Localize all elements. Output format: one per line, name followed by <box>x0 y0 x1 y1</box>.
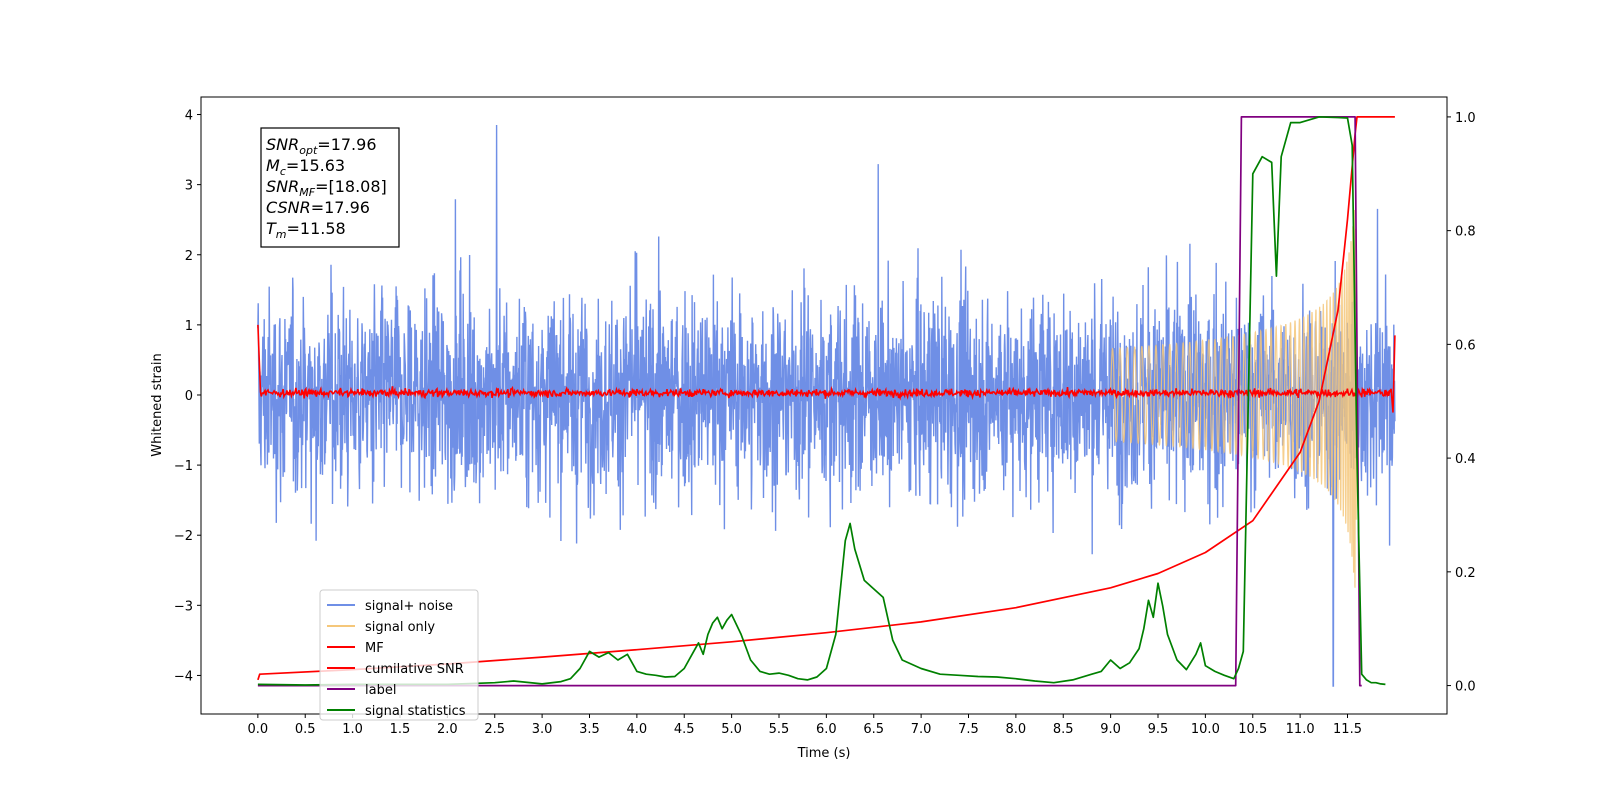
y-right-tick-label: 0.8 <box>1455 225 1476 240</box>
y-tick-label: 0 <box>185 389 193 404</box>
x-tick-label: 1.0 <box>342 722 363 737</box>
legend-label: label <box>365 683 396 698</box>
x-tick-label: 6.5 <box>863 722 884 737</box>
x-tick-label: 10.0 <box>1191 722 1220 737</box>
y-tick-label: 1 <box>185 319 193 334</box>
x-tick-label: 3.0 <box>532 722 553 737</box>
y-right-tick-label: 0.6 <box>1455 338 1476 353</box>
x-tick-label: 0.0 <box>248 722 269 737</box>
y-right-tick-label: 0.2 <box>1455 566 1476 581</box>
legend-label: signal only <box>365 620 435 635</box>
x-tick-label: 11.5 <box>1333 722 1362 737</box>
y-axis-right: 1.0 0.8 0.6 0.4 0.2 0.0 <box>1447 111 1476 695</box>
y-tick-label: 4 <box>185 109 193 124</box>
legend-frame <box>319 589 479 721</box>
info-line: CSNR=17.96 <box>266 198 370 217</box>
legend-label: signal+ noise <box>365 599 453 614</box>
info-box-frame <box>260 127 400 248</box>
y-tick-label: −2 <box>174 529 193 544</box>
x-tick-label: 0.5 <box>295 722 316 737</box>
x-axis-label: Time (s) <box>797 746 851 761</box>
y-tick-label: −1 <box>174 459 193 474</box>
info-box: SNRopt=17.96Mc=15.63SNRMF=[18.08]CSNR=17… <box>260 127 400 248</box>
x-tick-label: 4.0 <box>627 722 648 737</box>
legend-label: MF <box>365 641 384 656</box>
y-right-tick-label: 0.4 <box>1455 452 1476 467</box>
y-tick-label: 3 <box>185 179 193 194</box>
legend: signal+ noise signal only MF cumilative SNR… <box>319 589 479 721</box>
x-tick-label: 10.5 <box>1238 722 1267 737</box>
x-tick-label: 6.0 <box>816 722 837 737</box>
series-label <box>257 116 1362 687</box>
x-tick-label: 9.0 <box>1100 722 1121 737</box>
legend-label: signal statistics <box>365 704 466 719</box>
series-layer <box>257 116 1396 687</box>
y-tick-label: −4 <box>174 669 193 684</box>
x-tick-label: 5.5 <box>769 722 790 737</box>
series-signal-only <box>1110 209 1358 588</box>
x-tick-label: 8.5 <box>1053 722 1074 737</box>
x-tick-label: 11.0 <box>1286 722 1315 737</box>
series-signal-noise <box>257 124 1396 687</box>
y-axis-label: Whitened strain <box>150 353 165 456</box>
y-right-tick-label: 0.0 <box>1455 680 1476 695</box>
info-line: SNRopt=17.96 <box>266 135 377 157</box>
plot-frame <box>200 96 1448 715</box>
x-tick-label: 7.0 <box>911 722 932 737</box>
series-signal-statistics <box>257 116 1386 686</box>
series-cumulative-snr <box>257 116 1395 681</box>
x-tick-label: 3.5 <box>579 722 600 737</box>
series-mf <box>257 324 1396 413</box>
x-tick-label: 7.5 <box>958 722 979 737</box>
info-line: Tm=11.58 <box>266 219 346 241</box>
y-tick-label: −3 <box>174 599 193 614</box>
x-axis: 0.0 0.5 1.0 1.5 2.0 2.5 3.0 3.5 4.0 4.5 5.0 5.5 6.0 6… <box>248 714 1362 737</box>
x-tick-label: 2.5 <box>484 722 505 737</box>
x-tick-label: 1.5 <box>390 722 411 737</box>
y-axis-left: 4 3 2 1 0 −1 −2 −3 −4 <box>174 109 201 684</box>
x-tick-label: 2.0 <box>437 722 458 737</box>
x-tick-label: 8.0 <box>1006 722 1027 737</box>
x-tick-label: 5.0 <box>721 722 742 737</box>
x-tick-label: 9.5 <box>1148 722 1169 737</box>
info-line: SNRMF=[18.08] <box>266 177 387 199</box>
y-tick-label: 2 <box>185 249 193 264</box>
info-line: Mc=15.63 <box>266 156 345 178</box>
legend-label: cumilative SNR <box>365 662 464 677</box>
y-right-tick-label: 1.0 <box>1455 111 1476 126</box>
x-tick-label: 4.5 <box>674 722 695 737</box>
